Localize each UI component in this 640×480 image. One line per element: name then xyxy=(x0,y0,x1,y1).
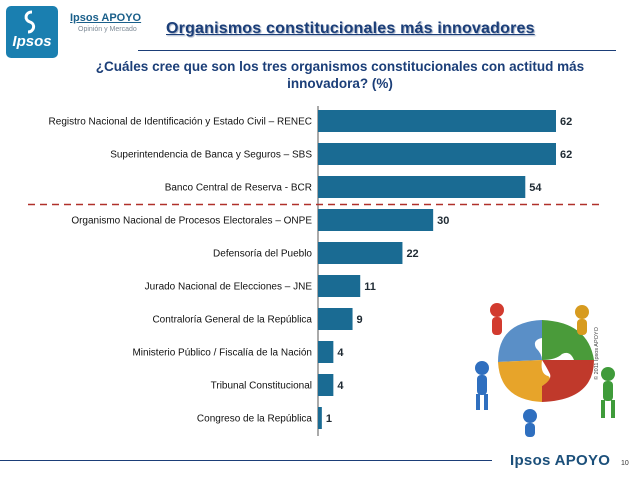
brand-tagline: Opinión y Mercado xyxy=(78,26,137,33)
ipsos-logo: Ipsos xyxy=(6,6,58,58)
copyright-notice: © 2011 Ipsos APOYO xyxy=(594,327,600,380)
category-label: Congreso de la República xyxy=(197,414,313,425)
value-label: 30 xyxy=(437,215,449,227)
bar-chart: Registro Nacional de Identificación y Es… xyxy=(28,106,600,436)
page-number: 10 xyxy=(621,460,629,467)
bar xyxy=(318,209,434,231)
bar xyxy=(318,176,526,198)
category-label: Organismo Nacional de Procesos Electoral… xyxy=(71,216,312,227)
category-label: Superintendencia de Banca y Seguros – SB… xyxy=(110,150,312,161)
category-label: Jurado Nacional de Elecciones – JNE xyxy=(145,282,313,293)
bar xyxy=(318,110,556,132)
value-label: 1 xyxy=(326,413,332,425)
footer-brand: Ipsos APOYO xyxy=(510,452,611,469)
value-label: 4 xyxy=(337,380,344,392)
category-label: Registro Nacional de Identificación y Es… xyxy=(49,117,312,128)
figure-red-icon xyxy=(490,303,504,335)
category-label: Banco Central de Reserva - BCR xyxy=(165,183,312,194)
logo-swirl-icon xyxy=(24,10,36,34)
value-label: 11 xyxy=(364,281,376,293)
brand-name: Ipsos APOYO xyxy=(70,12,142,24)
figure-green-icon xyxy=(601,367,615,418)
bar xyxy=(318,143,556,165)
logo-text: Ipsos xyxy=(12,33,52,50)
value-label: 9 xyxy=(357,314,363,326)
category-label: Tribunal Constitucional xyxy=(211,381,312,392)
title-divider xyxy=(138,50,616,51)
bar xyxy=(318,308,353,330)
footer-divider xyxy=(0,460,492,461)
value-label: 62 xyxy=(560,149,572,161)
page-title: Organismos constitucionales más innovado… xyxy=(166,20,535,37)
value-label: 4 xyxy=(337,347,344,359)
puzzle-people-illustration xyxy=(475,303,615,437)
bar xyxy=(318,407,322,429)
bar xyxy=(318,374,334,396)
category-label: Ministerio Público / Fiscalía de la Naci… xyxy=(132,348,312,359)
figure-blue-bottom-icon xyxy=(523,409,537,437)
category-label: Contraloría General de la República xyxy=(152,315,312,326)
value-label: 54 xyxy=(529,182,542,194)
figure-yellow-icon xyxy=(575,305,589,335)
value-label: 62 xyxy=(560,116,572,128)
category-label: Defensoría del Pueblo xyxy=(213,249,312,260)
bar xyxy=(318,341,334,363)
bar xyxy=(318,242,403,264)
bar xyxy=(318,275,361,297)
value-label: 22 xyxy=(406,248,418,260)
figure-blue-icon xyxy=(475,361,489,410)
question-text: ¿Cuáles cree que son los tres organismos… xyxy=(95,59,585,91)
